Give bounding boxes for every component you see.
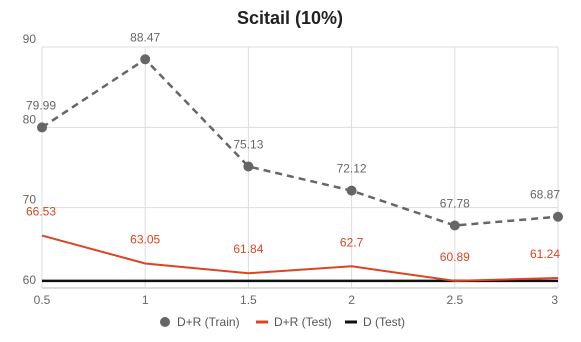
x-tick-label: 3 [551,293,558,307]
legend-swatch-train [160,317,170,327]
data-point [140,54,151,65]
y-tick-label: 80 [23,112,37,126]
x-tick-label: 2.5 [446,293,463,307]
data-label-test: 66.53 [26,205,56,219]
x-tick-label: 1 [142,293,149,307]
data-label-train: 79.99 [26,98,56,112]
legend-label: D+R (Test) [274,315,332,329]
legend: D+R (Train) D+R (Test) D (Test) [160,315,405,329]
data-point [449,220,460,231]
data-label-test: 61.84 [233,242,263,256]
data-label-test: 63.05 [130,232,160,246]
x-tick-label: 2 [348,293,355,307]
data-point [243,161,254,172]
data-label-train: 88.47 [130,30,160,44]
data-label-train: 75.13 [233,137,263,151]
data-labels: 79.99 88.47 75.13 72.12 67.78 68.87 66.53 63.05… [26,30,560,264]
legend-label: D+R (Train) [177,315,240,329]
legend-label: D (Test) [363,315,405,329]
data-point [346,185,357,196]
data-label-test: 62.7 [340,235,364,249]
y-tick-label: 70 [23,193,37,207]
y-tick-label: 90 [23,32,37,46]
data-label-train: 72.12 [337,162,367,176]
data-label-test: 60.89 [440,250,470,264]
data-point [553,211,563,222]
gridlines [41,46,559,288]
data-point [37,122,47,133]
x-tick-label: 1.5 [240,293,257,307]
chart-title: Scitail (10%) [237,8,343,28]
data-label-test: 61.24 [530,247,560,261]
series [37,54,563,283]
axes: 60 70 80 90 0.5 1 1.5 2 2.5 3 [23,32,559,307]
series-line-0 [41,57,559,227]
y-tick-label: 60 [23,273,37,287]
data-label-train: 68.87 [530,188,560,202]
data-label-train: 67.78 [440,197,470,211]
series-line-1 [41,234,559,282]
x-tick-label: 0.5 [34,293,51,307]
